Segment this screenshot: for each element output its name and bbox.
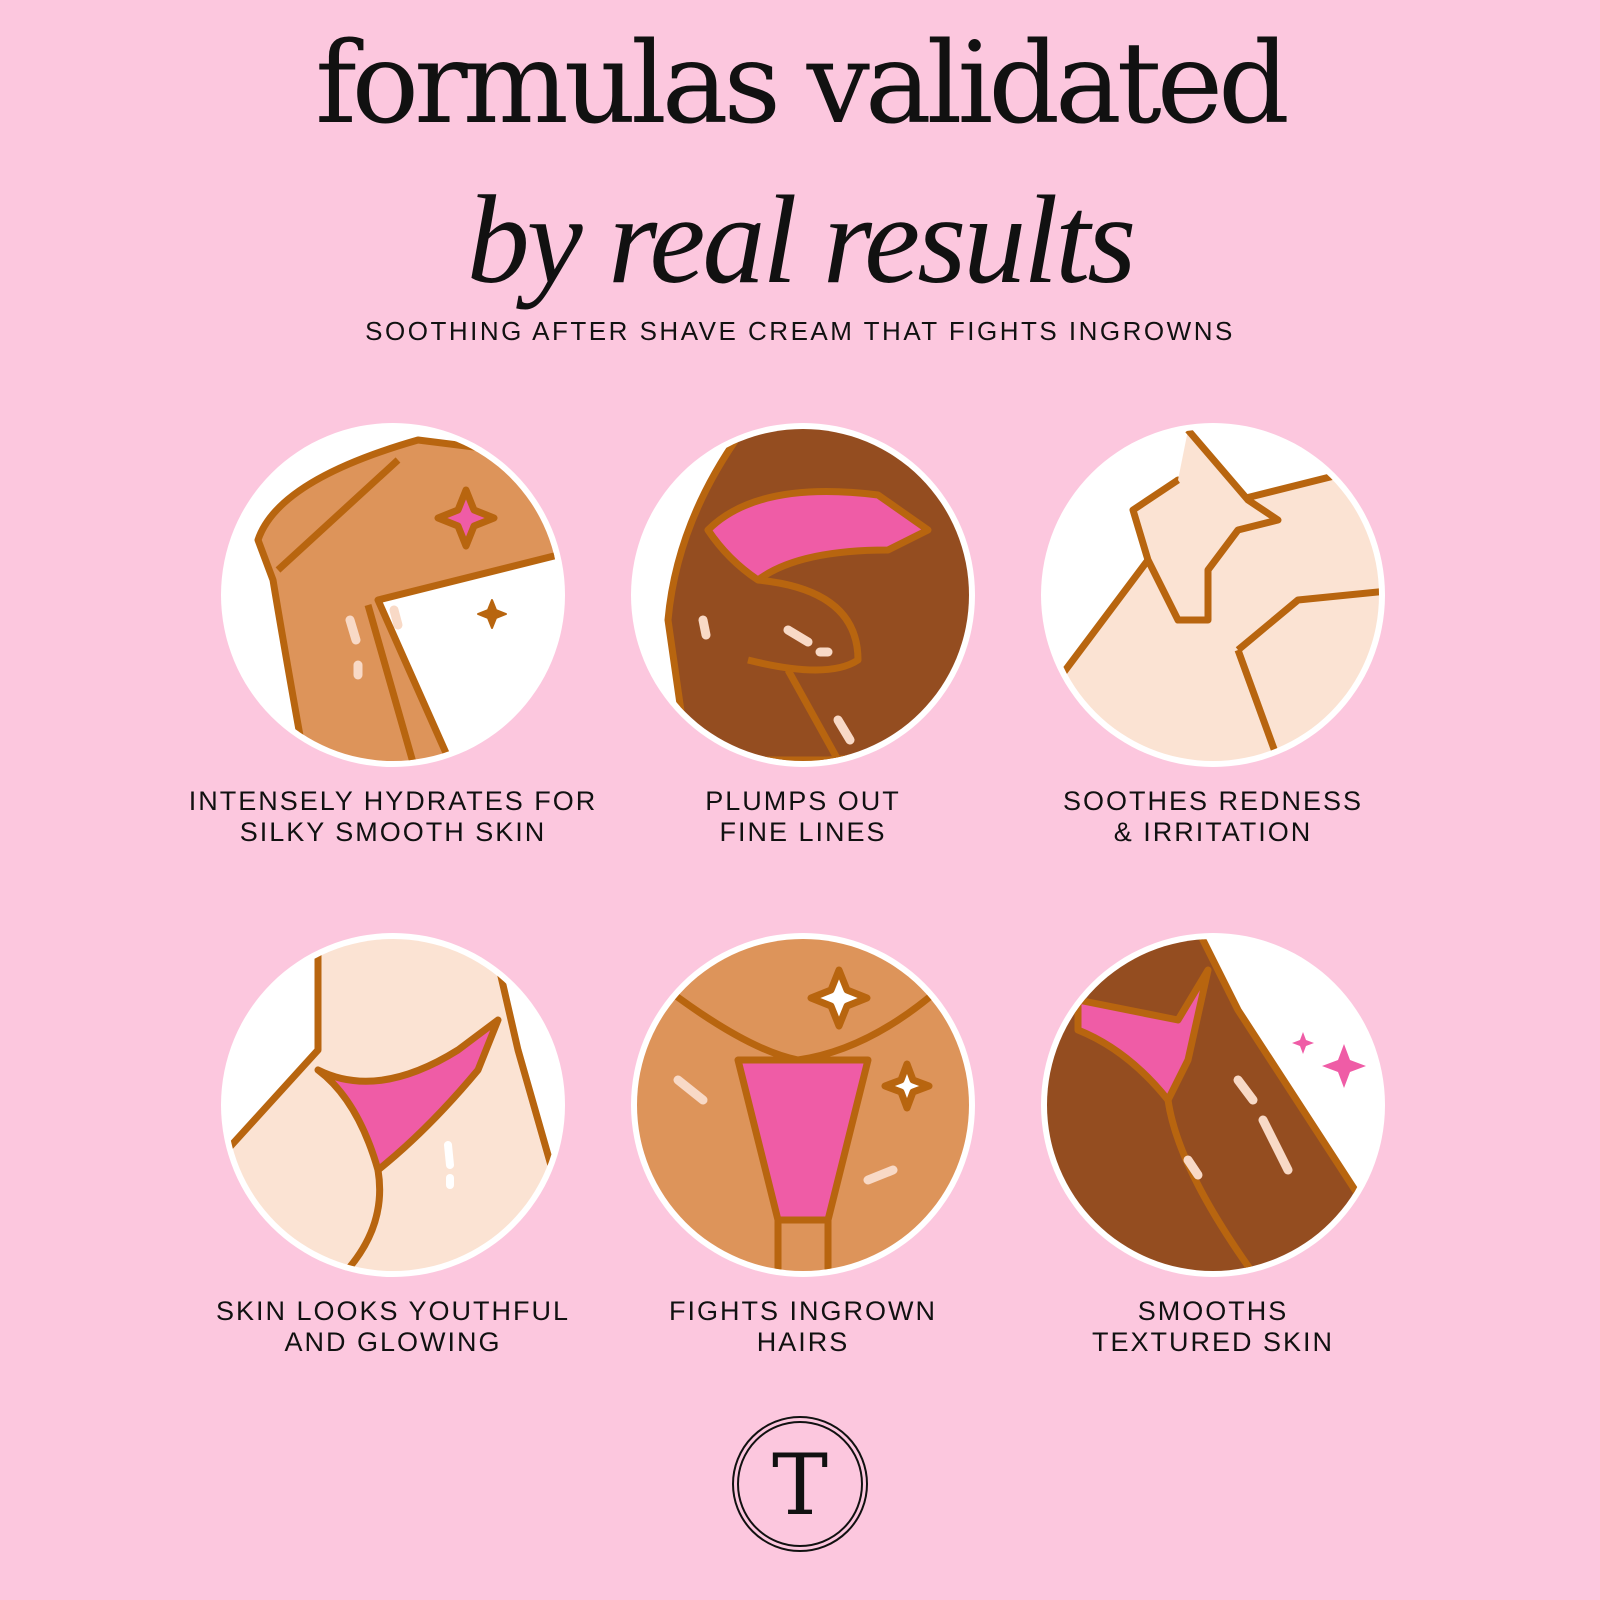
buttocks-illustration: [631, 423, 975, 767]
benefit-smooths: SMOOTHS TEXTURED SKIN: [1003, 930, 1423, 1358]
benefit-label: PLUMPS OUT FINE LINES: [705, 786, 901, 847]
benefit-label: SOOTHES REDNESS & IRRITATION: [1062, 786, 1364, 847]
benefit-soothes: SOOTHES REDNESS & IRRITATION: [1003, 420, 1423, 848]
benefit-hydrates: INTENSELY HYDRATES FOR SILKY SMOOTH SKIN: [183, 420, 603, 848]
benefit-plumps: PLUMPS OUT FINE LINES: [593, 420, 1013, 848]
logo-letter: T: [772, 1436, 828, 1534]
title-line-1: formulas validated: [315, 19, 1290, 149]
leg-illustration: [221, 423, 565, 767]
brand-logo: T: [732, 1416, 868, 1552]
thigh-side-illustration: [1041, 933, 1385, 1277]
benefit-label: SKIN LOOKS YOUTHFUL AND GLOWING: [215, 1296, 571, 1357]
bikini-front-illustration: [631, 933, 975, 1277]
hand-thigh-illustration: [1041, 423, 1385, 767]
benefit-label: SMOOTHS TEXTURED SKIN: [1091, 1296, 1335, 1357]
benefit-label: FIGHTS INGROWN HAIRS: [669, 1296, 937, 1357]
benefit-label: INTENSELY HYDRATES FOR SILKY SMOOTH SKIN: [188, 786, 598, 847]
subtitle: SOOTHING AFTER SHAVE CREAM THAT FIGHTS I…: [365, 316, 1235, 346]
benefit-youthful: SKIN LOOKS YOUTHFUL AND GLOWING: [183, 930, 603, 1358]
hip-illustration: [221, 933, 565, 1277]
sparkle-icon: [1322, 1044, 1366, 1088]
benefit-ingrown: FIGHTS INGROWN HAIRS: [593, 930, 1013, 1358]
title-line-2: by real results: [466, 171, 1137, 310]
